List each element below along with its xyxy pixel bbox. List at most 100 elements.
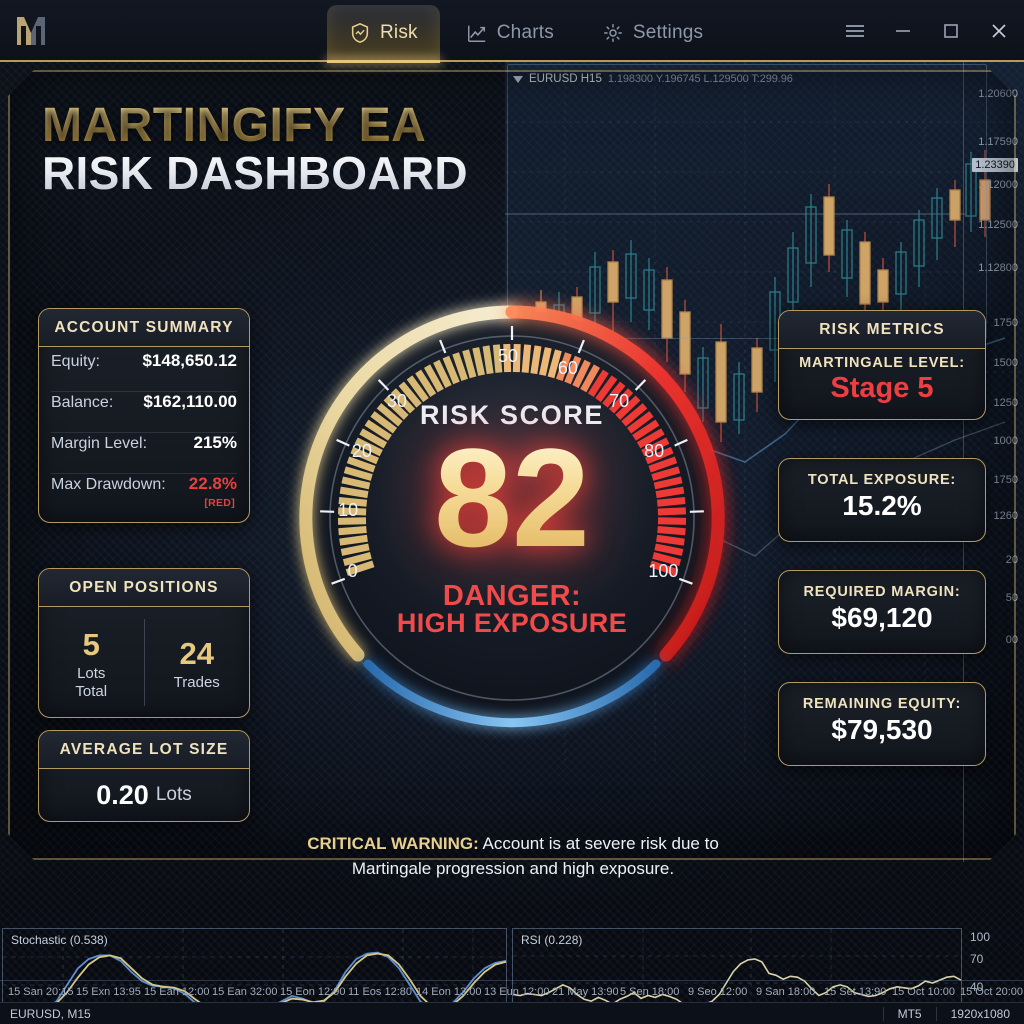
open-positions-lots: 5 Lots Total xyxy=(39,607,144,717)
tab-charts[interactable]: Charts xyxy=(444,5,576,61)
rsi-label: RSI (0.228) xyxy=(521,933,583,947)
line-chart-icon xyxy=(467,25,485,42)
remaining-equity-value: $79,530 xyxy=(831,714,933,745)
time-axis-label: 15 Set 13:90 xyxy=(824,985,887,998)
risk-score-gauge: RISK SCORE 82 DANGER: HIGH EXPOSURE 0102… xyxy=(252,258,772,778)
tab-risk-label: Risk xyxy=(380,22,418,43)
max-drawdown-value: 22.8% xyxy=(188,474,237,493)
martingale-level-label: MARTINGALE LEVEL: xyxy=(799,355,965,371)
account-summary-card: ACCOUNT SUMMARY Equity: $148,650.12 Bala… xyxy=(38,308,250,523)
time-axis-label: 15 Eon 12:90 xyxy=(280,985,346,998)
martingify-logo xyxy=(0,0,62,61)
triangle-down-icon[interactable] xyxy=(513,74,523,84)
maximize-icon[interactable] xyxy=(940,20,962,42)
chart-price-axis: 1.20600 1.17590 1.23390 1.12000 1.12500 … xyxy=(964,62,1022,862)
remaining-equity-label: REMAINING EQUITY: xyxy=(802,696,962,712)
title-bar: Risk Charts xyxy=(0,0,1024,63)
total-exposure-card: TOTAL EXPOSURE: 15.2% xyxy=(778,458,986,542)
rsi-axis-70: 70 xyxy=(970,952,984,966)
average-lot-size-body: 0.20 Lots xyxy=(39,769,249,821)
account-row-equity: Equity: $148,650.12 xyxy=(51,351,237,392)
price-label-4: 1.12800 xyxy=(978,262,1018,274)
volume-label-2: 1250 xyxy=(993,397,1018,409)
lots-value: 5 xyxy=(82,627,100,663)
max-drawdown-tag: [RED] xyxy=(204,497,235,509)
equity-label: Equity: xyxy=(51,353,100,370)
close-icon[interactable] xyxy=(988,20,1010,42)
time-axis-label: 15 San 20:15 xyxy=(8,985,74,998)
shield-risk-icon xyxy=(351,22,369,43)
price-label-2: 1.12000 xyxy=(978,179,1018,191)
page-title-primary: MARTINGIFY EA xyxy=(42,99,427,152)
volume-label-4: 1750 xyxy=(993,474,1018,486)
volume-label-5: 1260 xyxy=(993,510,1018,522)
required-margin-label: REQUIRED MARGIN: xyxy=(803,584,961,600)
price-label-3: 1.12500 xyxy=(978,219,1018,231)
lots-label: Lots Total xyxy=(75,665,107,700)
tab-charts-label: Charts xyxy=(496,22,554,43)
chart-ohlc: 1.198300 Y.196745 L.129500 T:299.96 xyxy=(607,73,793,85)
tab-bar: Risk Charts xyxy=(327,0,725,63)
open-positions-card: OPEN POSITIONS 5 Lots Total 24 Trades xyxy=(38,568,250,718)
risk-metrics-card: RISK METRICS MARTINGALE LEVEL: Stage 5 xyxy=(778,310,986,420)
account-row-max-drawdown: Max Drawdown: 22.8% xyxy=(51,474,237,515)
time-axis-label: 14 Eon 13:00 xyxy=(416,985,482,998)
time-axis-label: 15 Ean 32:00 xyxy=(212,985,278,998)
status-right: MT5 1920x1080 xyxy=(882,1006,1024,1021)
time-axis-label: 21 May 13:90 xyxy=(552,985,619,998)
chart-header: EURUSD H15 1.198300 Y.196745 L.129500 T:… xyxy=(513,68,793,90)
status-bar: EURUSD, M15 MT5 1920x1080 xyxy=(0,1002,1024,1024)
time-axis-label: 13 Eun 12:00 xyxy=(484,985,550,998)
time-axis-label: 15 Oct 20:00 xyxy=(960,985,1023,998)
price-current: 1.23390 xyxy=(972,158,1018,172)
critical-warning-prefix: CRITICAL WARNING: xyxy=(307,834,479,853)
chart-plot-border xyxy=(507,64,987,339)
status-symbol: EURUSD, M15 xyxy=(10,1006,91,1021)
gear-icon xyxy=(603,24,622,42)
average-lot-size-value: 0.20 xyxy=(96,779,149,810)
total-exposure-value: 15.2% xyxy=(842,490,922,521)
account-row-balance: Balance: $162,110.00 xyxy=(51,392,237,433)
margin-level-value: 215% xyxy=(193,433,237,452)
lots-label-line1: Lots xyxy=(77,665,106,683)
average-lot-size-heading: AVERAGE LOT SIZE xyxy=(39,731,249,769)
tab-risk[interactable]: Risk xyxy=(327,5,440,63)
open-positions-body: 5 Lots Total 24 Trades xyxy=(39,607,249,717)
open-positions-divider xyxy=(143,619,145,706)
menu-icon[interactable] xyxy=(844,20,866,42)
balance-value: $162,110.00 xyxy=(143,392,237,411)
volume-label-0: 1750 xyxy=(993,317,1018,329)
dashboard-stage: EURUSD H15 1.198300 Y.196745 L.129500 T:… xyxy=(0,62,1024,1024)
tab-settings-label: Settings xyxy=(632,22,704,43)
volume-label-1: 1500 xyxy=(993,357,1018,369)
open-positions-heading: OPEN POSITIONS xyxy=(39,569,249,607)
price-label-0: 1.20600 xyxy=(978,88,1018,100)
equity-value: $148,650.12 xyxy=(142,351,237,370)
volume-label-7: 50 xyxy=(1005,592,1018,604)
required-margin-value: $69,120 xyxy=(831,602,933,633)
critical-warning: CRITICAL WARNING: Account is at severe r… xyxy=(278,832,748,881)
page-title-secondary: RISK DASHBOARD xyxy=(42,147,468,199)
price-label-1: 1.17590 xyxy=(978,136,1018,148)
time-axis-label: 15 Exn 13:95 xyxy=(76,985,141,998)
rsi-axis-40: 40 xyxy=(970,980,984,994)
margin-level-label: Margin Level: xyxy=(51,435,148,452)
account-summary-rows: Equity: $148,650.12 Balance: $162,110.00… xyxy=(39,347,249,515)
time-axis-label: 9 San 18:00 xyxy=(756,985,816,998)
stochastic-label: Stochastic (0.538) xyxy=(11,933,108,947)
window-controls xyxy=(844,0,1010,62)
status-platform: MT5 xyxy=(882,1006,936,1021)
minimize-icon[interactable] xyxy=(892,20,914,42)
volume-label-8: 00 xyxy=(1005,634,1018,646)
critical-warning-text: Account is at severe risk due to Marting… xyxy=(351,834,719,878)
time-axis: 15 San 20:15 15 Exn 13:95 15 Ean 12:00 15 E… xyxy=(0,980,1024,1002)
max-drawdown-label: Max Drawdown: xyxy=(51,476,166,493)
account-summary-heading: ACCOUNT SUMMARY xyxy=(39,309,249,347)
time-axis-label: 9 Seo 12:00 xyxy=(688,985,748,998)
martingale-level-value: Stage 5 xyxy=(830,372,934,404)
remaining-equity-card: REMAINING EQUITY: $79,530 xyxy=(778,682,986,766)
risk-metrics-heading: RISK METRICS xyxy=(779,311,985,349)
lots-label-line2: Total xyxy=(75,682,108,700)
tab-settings[interactable]: Settings xyxy=(580,5,725,61)
